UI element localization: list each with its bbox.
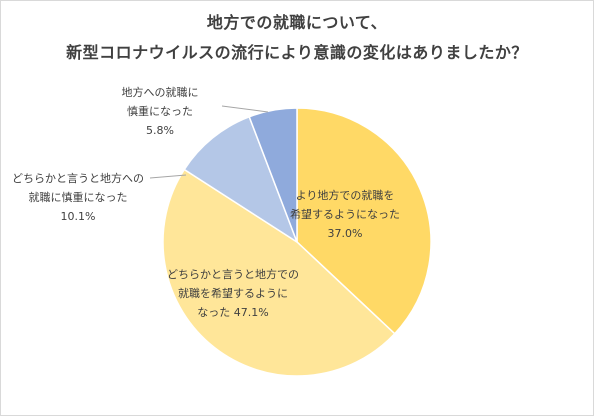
slice-label-2: 就職を希望するように [178, 286, 288, 300]
slice-value-label-2: なった 47.1% [197, 306, 268, 319]
pie-slice-4 [248, 107, 298, 243]
slice-label-4: 慎重になった [127, 104, 193, 118]
slice-label-3: 就職に慎重になった [29, 190, 128, 204]
slice-value-label-3: 10.1% [61, 210, 96, 223]
slice-label-1: 希望するようになった [290, 207, 400, 221]
slice-label-2: どちらかと言うと地方での [167, 267, 299, 281]
leader-line-4 [221, 105, 269, 113]
leader-line-3 [149, 174, 187, 179]
slice-value-label-1: 37.0% [328, 227, 363, 240]
slice-label-4: 地方への就職に [122, 85, 199, 99]
slice-label-1: より地方での就職を [296, 188, 395, 202]
pie-slice-2 [162, 168, 396, 377]
chart-title-line-1: 地方での就職について、 [206, 13, 388, 32]
pie-slice-1 [296, 107, 432, 335]
slice-label-3: どちらかと言うと地方への [12, 171, 144, 185]
slice-value-label-4: 5.8% [146, 124, 174, 137]
chart-title-line-2: 新型コロナウイルスの流行により意識の変化はありましたか？ [66, 43, 528, 62]
pie-slice-3 [183, 115, 299, 244]
